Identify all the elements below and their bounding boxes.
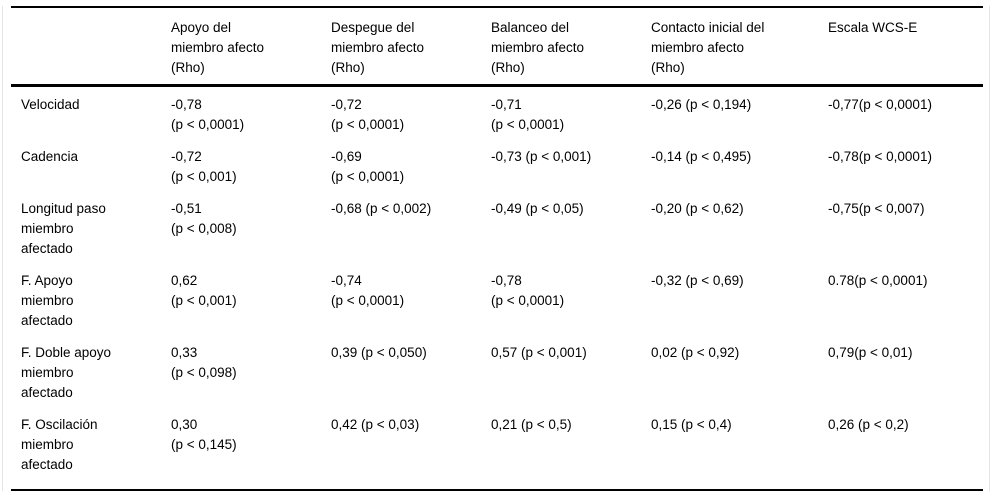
table-cell: -0,26 (p < 0,194)	[651, 97, 752, 112]
table-cell: 0,30 (p < 0,145)	[171, 417, 237, 452]
col-header-balanceo: Balanceo del miembro afecto (Rho)	[491, 7, 651, 87]
table-cell: -0,75(p < 0,007)	[828, 201, 925, 216]
table-cell: 0,21 (p < 0,5)	[491, 417, 572, 432]
table-cell: 0.78(p < 0,0001)	[828, 273, 928, 288]
row-label-longitud-paso: Longitud paso miembro afectado	[21, 201, 106, 256]
table-cell: -0,72 (p < 0,0001)	[331, 97, 405, 132]
table-cell: -0,69 (p < 0,0001)	[331, 149, 405, 184]
table-cell: -0,68 (p < 0,002)	[331, 201, 432, 216]
row-label-cadencia: Cadencia	[21, 149, 79, 164]
table-cell: 0,79(p < 0,01)	[828, 345, 913, 360]
table-cell: 0,02 (p < 0,92)	[651, 345, 740, 360]
figure-frame: Apoyo del miembro afecto (Rho) Despegue …	[2, 6, 990, 491]
row-label-f-doble-apoyo: F. Doble apoyo miembro afectado	[21, 345, 112, 400]
table-cell: 0,42 (p < 0,03)	[331, 417, 420, 432]
table-cell: 0,39 (p < 0,050)	[331, 345, 427, 360]
table-cell: -0,77(p < 0,0001)	[828, 97, 932, 112]
col-header-empty	[11, 7, 171, 87]
row-label-f-apoyo: F. Apoyo miembro afectado	[21, 273, 74, 328]
table-row-velocidad: Velocidad -0,78 (p < 0,0001) -0,72 (p < …	[11, 86, 983, 142]
table-cell: 0,62 (p < 0,001)	[171, 273, 237, 308]
row-label-f-oscilacion: F. Oscilación miembro afectado	[21, 417, 98, 472]
table-cell: -0,14 (p < 0,495)	[651, 149, 752, 164]
table-cell: -0,49 (p < 0,05)	[491, 201, 584, 216]
col-header-escala-wcs-e: Escala WCS-E	[828, 7, 983, 87]
table-cell: -0,73 (p < 0,001)	[491, 149, 592, 164]
table-cell: 0,26 (p < 0,2)	[828, 417, 909, 432]
row-label-velocidad: Velocidad	[21, 97, 80, 112]
table-cell: -0,32 (p < 0,69)	[651, 273, 744, 288]
table-cell: -0,74 (p < 0,0001)	[331, 273, 405, 308]
header-row: Apoyo del miembro afecto (Rho) Despegue …	[11, 7, 983, 87]
table-cell: 0,33 (p < 0,098)	[171, 345, 237, 380]
table-row-longitud-paso: Longitud paso miembro afectado -0,51 (p …	[11, 193, 983, 265]
correlation-table: Apoyo del miembro afecto (Rho) Despegue …	[11, 6, 983, 491]
col-header-despegue: Despegue del miembro afecto (Rho)	[331, 7, 491, 87]
table-row-f-apoyo: F. Apoyo miembro afectado 0,62 (p < 0,00…	[11, 265, 983, 337]
table-cell: 0,57 (p < 0,001)	[491, 345, 587, 360]
table-cell: -0,51 (p < 0,008)	[171, 201, 237, 236]
table-row-cadencia: Cadencia -0,72 (p < 0,001) -0,69 (p < 0,…	[11, 141, 983, 193]
table-cell: -0,78 (p < 0,0001)	[171, 97, 245, 132]
col-header-contacto-inicial: Contacto inicial del miembro afecto (Rho…	[651, 7, 828, 87]
table-cell: 0,15 (p < 0,4)	[651, 417, 732, 432]
table-row-f-doble-apoyo: F. Doble apoyo miembro afectado 0,33 (p …	[11, 337, 983, 409]
table-header: Apoyo del miembro afecto (Rho) Despegue …	[11, 7, 983, 87]
table-body: Velocidad -0,78 (p < 0,0001) -0,72 (p < …	[11, 86, 983, 491]
table-cell: -0,78 (p < 0,0001)	[491, 273, 565, 308]
table-cell: -0,71 (p < 0,0001)	[491, 97, 565, 132]
col-header-apoyo: Apoyo del miembro afecto (Rho)	[171, 7, 331, 87]
table-cell: -0,72 (p < 0,001)	[171, 149, 237, 184]
table-cell: -0,20 (p < 0,62)	[651, 201, 744, 216]
table-row-f-oscilacion: F. Oscilación miembro afectado 0,30 (p <…	[11, 409, 983, 490]
table-cell: -0,78(p < 0,0001)	[828, 149, 932, 164]
